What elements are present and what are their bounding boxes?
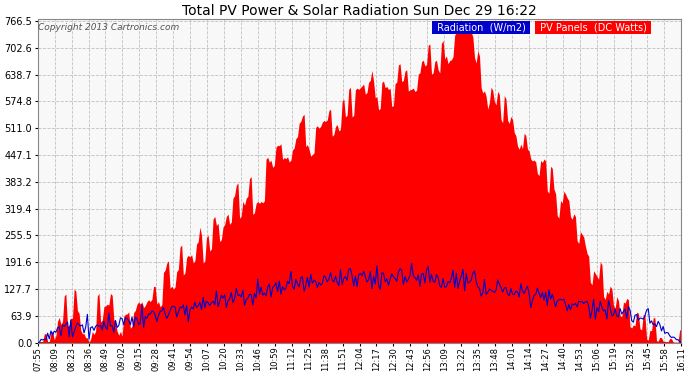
Title: Total PV Power & Solar Radiation Sun Dec 29 16:22: Total PV Power & Solar Radiation Sun Dec… <box>182 4 537 18</box>
Text: PV Panels  (DC Watts): PV Panels (DC Watts) <box>537 22 649 33</box>
Text: Radiation  (W/m2): Radiation (W/m2) <box>433 22 529 33</box>
Text: Copyright 2013 Cartronics.com: Copyright 2013 Cartronics.com <box>39 22 179 32</box>
